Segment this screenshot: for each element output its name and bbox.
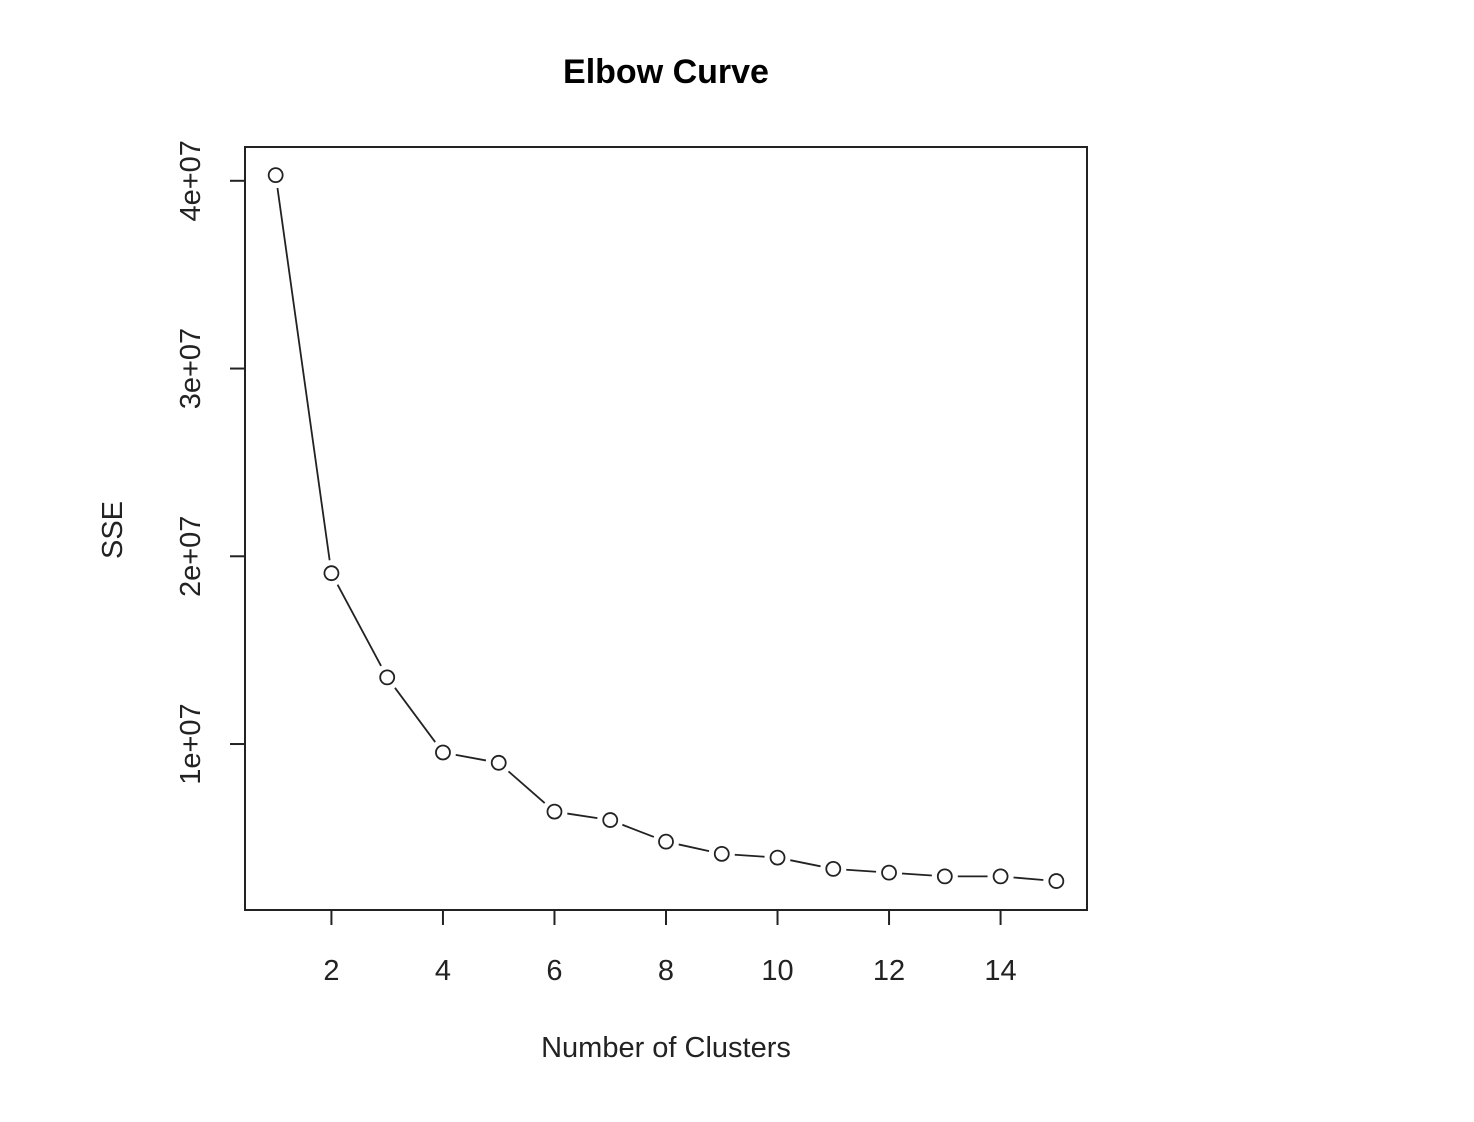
x-tick-label: 6 — [546, 955, 562, 987]
series-line-segment — [678, 843, 710, 852]
series-line-segment — [846, 868, 877, 873]
y-axis: 1e+07 2e+07 3e+07 4e+07 — [175, 140, 245, 785]
x-tick-label: 4 — [435, 955, 451, 987]
data-point — [881, 864, 897, 881]
data-point — [267, 167, 284, 184]
series-line-segment — [276, 187, 331, 561]
data-point — [936, 868, 953, 885]
plot-frame — [244, 146, 1088, 911]
series-line-segment — [567, 812, 598, 820]
y-tick-label: 1e+07 — [175, 703, 207, 784]
y-axis-label: SSE — [97, 501, 129, 559]
data-point — [713, 845, 730, 862]
y-tick-label: 3e+07 — [175, 328, 207, 409]
series-line-segment — [507, 770, 546, 804]
data-point — [323, 565, 340, 582]
data-point — [1048, 873, 1065, 889]
x-axis: 2 4 6 8 10 12 14 — [323, 910, 1017, 987]
chart-title: Elbow Curve — [563, 53, 769, 91]
data-point — [602, 812, 619, 828]
data-point — [435, 744, 451, 761]
series-line-segment — [1013, 876, 1044, 881]
data-point — [546, 803, 563, 820]
series-layer — [267, 167, 1065, 889]
series-line-segment — [622, 823, 655, 838]
series-line-segment — [455, 753, 487, 762]
series-line-segment — [336, 584, 382, 667]
data-point — [658, 833, 674, 850]
series-line-segment — [901, 872, 932, 877]
data-point — [825, 860, 842, 877]
y-tick-label: 4e+07 — [175, 140, 207, 221]
series-line-segment — [394, 687, 436, 743]
x-tick-label: 14 — [984, 955, 1016, 987]
data-point — [769, 849, 786, 866]
x-tick-label: 10 — [761, 955, 793, 987]
x-tick-label: 12 — [873, 955, 905, 987]
x-tick-label: 2 — [323, 955, 339, 987]
x-axis-label: Number of Clusters — [541, 1032, 791, 1064]
data-point — [992, 868, 1009, 885]
series-line-segment — [790, 859, 821, 868]
data-point — [379, 669, 396, 686]
series-line-segment — [734, 853, 765, 858]
x-tick-label: 8 — [658, 955, 674, 987]
data-point — [490, 754, 507, 771]
y-tick-label: 2e+07 — [175, 516, 207, 597]
